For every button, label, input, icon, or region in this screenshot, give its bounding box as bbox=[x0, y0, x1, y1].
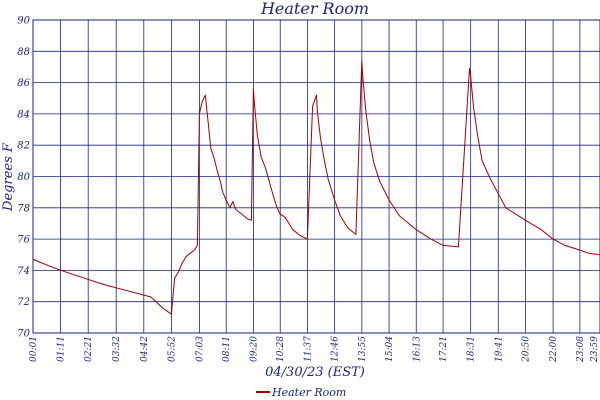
chart-title: Heater Room bbox=[260, 0, 369, 18]
y-tick-label: 86 bbox=[17, 78, 30, 89]
x-tick-label: 19:41 bbox=[494, 336, 504, 362]
x-tick-label: 10:28 bbox=[276, 336, 286, 362]
y-tick-label: 80 bbox=[17, 172, 30, 183]
legend: Heater Room bbox=[256, 386, 346, 399]
x-axis-label: 04/30/23 (EST) bbox=[265, 365, 365, 380]
y-tick-label: 84 bbox=[17, 109, 30, 120]
x-tick-label: 17:21 bbox=[439, 336, 449, 362]
x-tick-label: 04:42 bbox=[140, 336, 150, 362]
series-layer bbox=[32, 60, 600, 315]
x-tick-label: 09:20 bbox=[249, 336, 259, 362]
x-tick-label: 03:32 bbox=[112, 336, 122, 362]
y-axis-label: Degrees F bbox=[1, 142, 16, 212]
legend-label: Heater Room bbox=[271, 386, 346, 399]
x-tick-label: 23:59 bbox=[590, 336, 600, 363]
y-tick-label: 82 bbox=[17, 141, 30, 152]
x-tick-labels: 00:01 01:11 02:21 03:32 04:42 05:52 07:03 08:11… bbox=[29, 336, 600, 363]
y-tick-label: 76 bbox=[17, 235, 30, 246]
y-tick-labels: 70 72 74 76 78 80 82 84 86 88 90 bbox=[17, 16, 30, 340]
y-tick-label: 70 bbox=[17, 329, 30, 340]
x-tick-label: 08:11 bbox=[222, 336, 232, 362]
y-tick-label: 74 bbox=[17, 266, 30, 277]
y-tick-label: 72 bbox=[17, 297, 30, 308]
x-tick-label: 05:52 bbox=[167, 336, 177, 362]
grid bbox=[32, 19, 600, 334]
x-tick-label: 18:31 bbox=[467, 336, 477, 362]
x-tick-label: 12:46 bbox=[331, 336, 341, 362]
x-tick-label: 15:04 bbox=[385, 336, 395, 362]
x-tick-label: 23:08 bbox=[576, 336, 586, 363]
x-tick-label: 00:01 bbox=[29, 336, 39, 362]
y-tick-label: 90 bbox=[17, 16, 30, 27]
x-tick-label: 13:55 bbox=[358, 336, 368, 362]
x-tick-label: 07:03 bbox=[195, 336, 205, 362]
series-line bbox=[32, 60, 600, 315]
x-tick-label: 02:21 bbox=[84, 336, 94, 362]
x-tick-label: 22:00 bbox=[549, 336, 559, 363]
y-tick-label: 88 bbox=[17, 47, 30, 58]
x-tick-label: 20:50 bbox=[521, 336, 531, 363]
x-tick-label: 16:13 bbox=[412, 336, 422, 362]
y-tick-label: 78 bbox=[17, 203, 30, 214]
x-tick-label: 11:37 bbox=[303, 336, 313, 362]
x-tick-label: 01:11 bbox=[57, 336, 67, 362]
